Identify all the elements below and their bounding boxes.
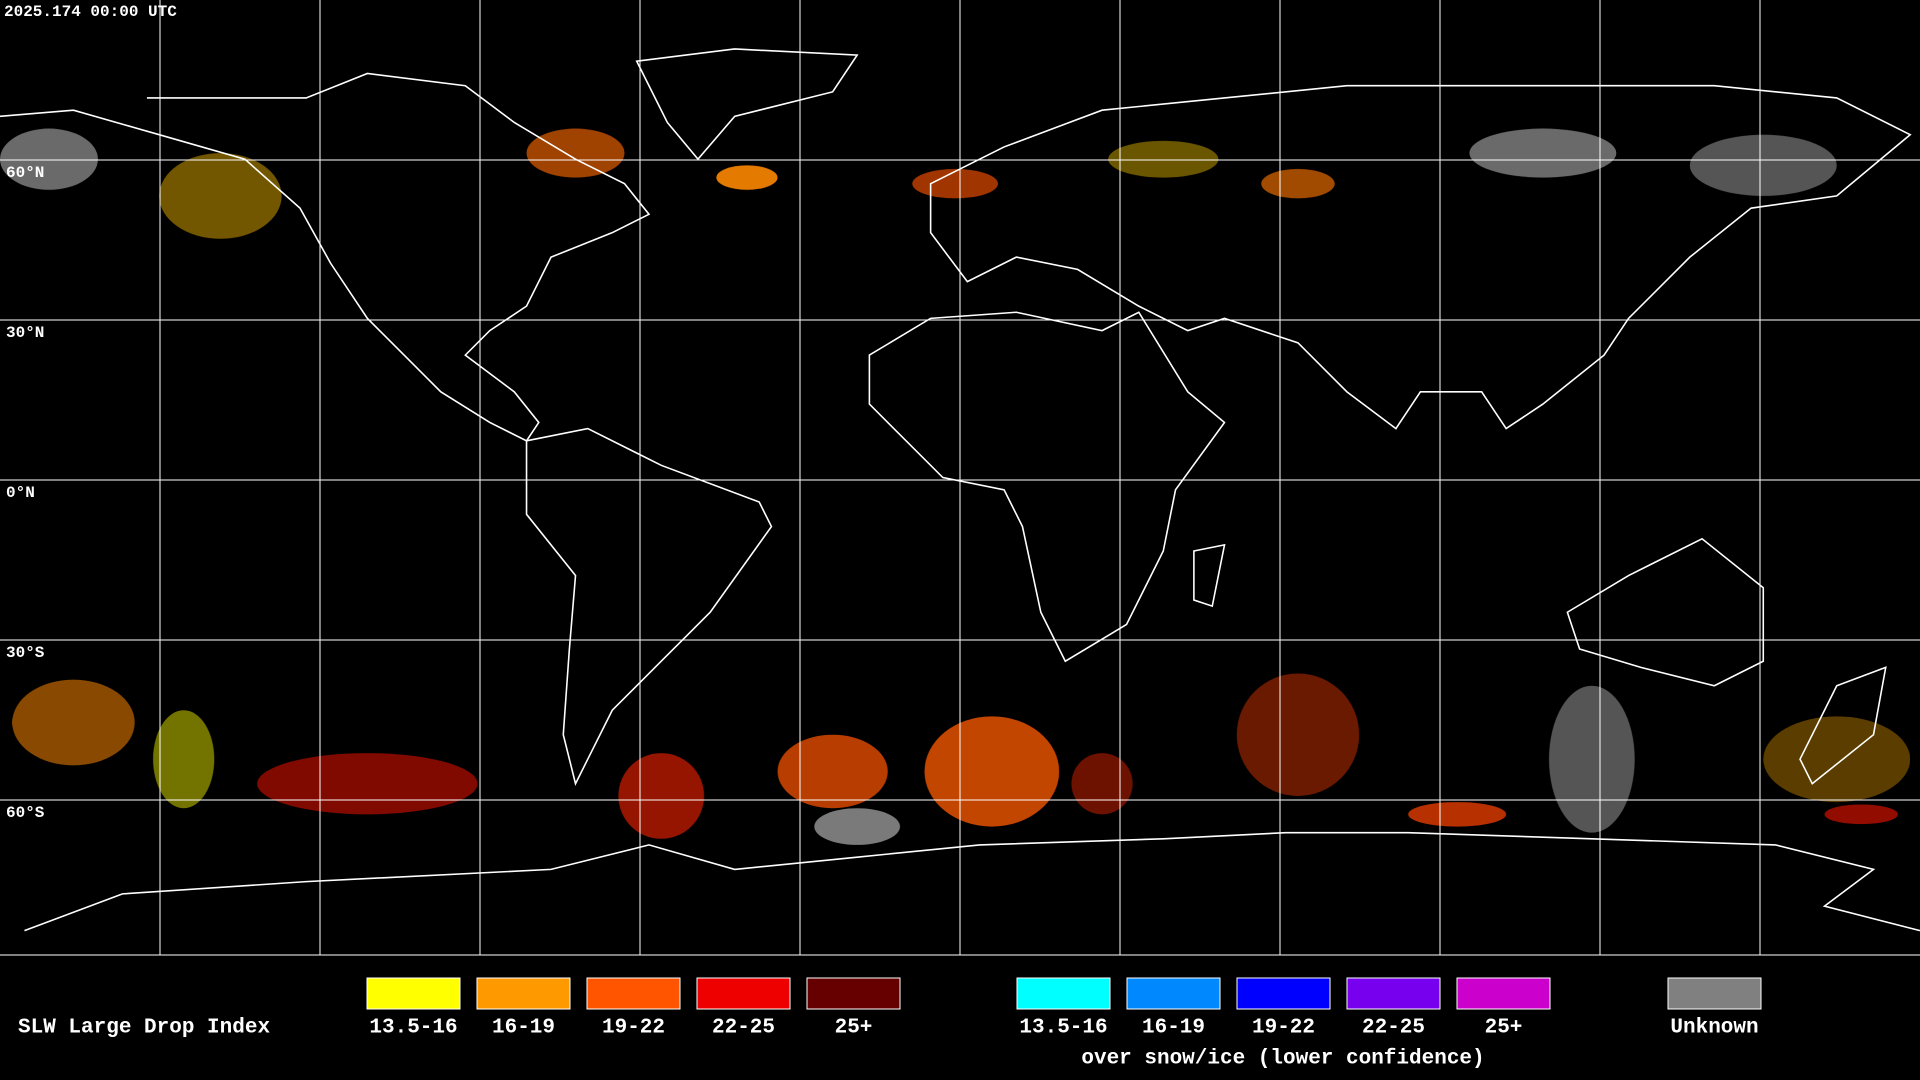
legend-swatch <box>476 977 571 1010</box>
timestamp: 2025.174 00:00 UTC <box>4 3 177 21</box>
legend-label: 19-22 <box>1252 1017 1315 1040</box>
lat-label: 30°S <box>6 644 45 662</box>
legend-swatch <box>806 977 901 1010</box>
legend-swatch <box>1236 977 1331 1010</box>
lat-label: 0°N <box>6 484 35 502</box>
legend-label: 19-22 <box>602 1017 665 1040</box>
lat-labels: 60°N 30°N 0°N 30°S 60°S <box>6 164 45 822</box>
legend-label: 13.5-16 <box>369 1017 457 1040</box>
legend-swatch <box>1456 977 1551 1010</box>
legend-label: 25+ <box>835 1017 873 1040</box>
legend-label: 22-25 <box>712 1017 775 1040</box>
legend-swatch <box>1016 977 1111 1010</box>
lat-label: 30°N <box>6 324 44 342</box>
legend: SLW Large Drop Index over snow/ice (lowe… <box>18 977 1762 1071</box>
legend-label: 25+ <box>1485 1017 1523 1040</box>
legend-swatch <box>1667 977 1762 1010</box>
legend-swatch <box>1346 977 1441 1010</box>
legend-swatch <box>586 977 681 1010</box>
lat-label: 60°S <box>6 804 45 822</box>
cloud-patches <box>0 128 1911 845</box>
legend-label: 16-19 <box>492 1017 555 1040</box>
legend-caption: over snow/ice (lower confidence) <box>1081 1048 1484 1071</box>
legend-label: Unknown <box>1670 1017 1758 1040</box>
lat-lon-grid <box>0 0 1920 956</box>
legend-label: 22-25 <box>1362 1017 1425 1040</box>
coastlines <box>0 48 1920 932</box>
legend-swatch <box>366 977 461 1010</box>
legend-swatch <box>1126 977 1221 1010</box>
legend-title: SLW Large Drop Index <box>18 1017 270 1040</box>
legend-label: 16-19 <box>1142 1017 1205 1040</box>
legend-label: 13.5-16 <box>1019 1017 1107 1040</box>
map-features <box>0 48 1920 932</box>
lat-label: 60°N <box>6 164 44 182</box>
legend-swatch <box>696 977 791 1010</box>
